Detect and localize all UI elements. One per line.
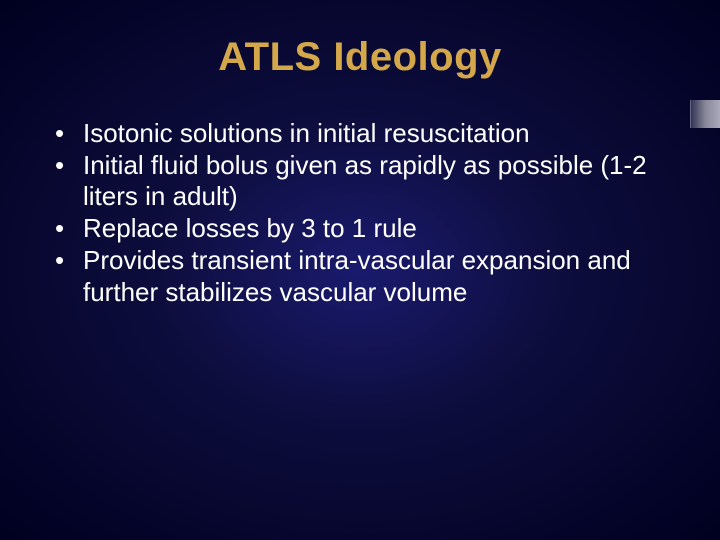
decor-edge (690, 100, 720, 128)
bullet-list: Isotonic solutions in initial resuscitat… (40, 118, 680, 308)
bullet-item: Initial fluid bolus given as rapidly as … (55, 150, 680, 213)
bullet-item: Isotonic solutions in initial resuscitat… (55, 118, 680, 150)
slide-container: ATLS Ideology Isotonic solutions in init… (0, 0, 720, 540)
bullet-item: Provides transient intra-vascular expans… (55, 245, 680, 308)
slide-title: ATLS Ideology (40, 35, 680, 80)
bullet-item: Replace losses by 3 to 1 rule (55, 213, 680, 245)
